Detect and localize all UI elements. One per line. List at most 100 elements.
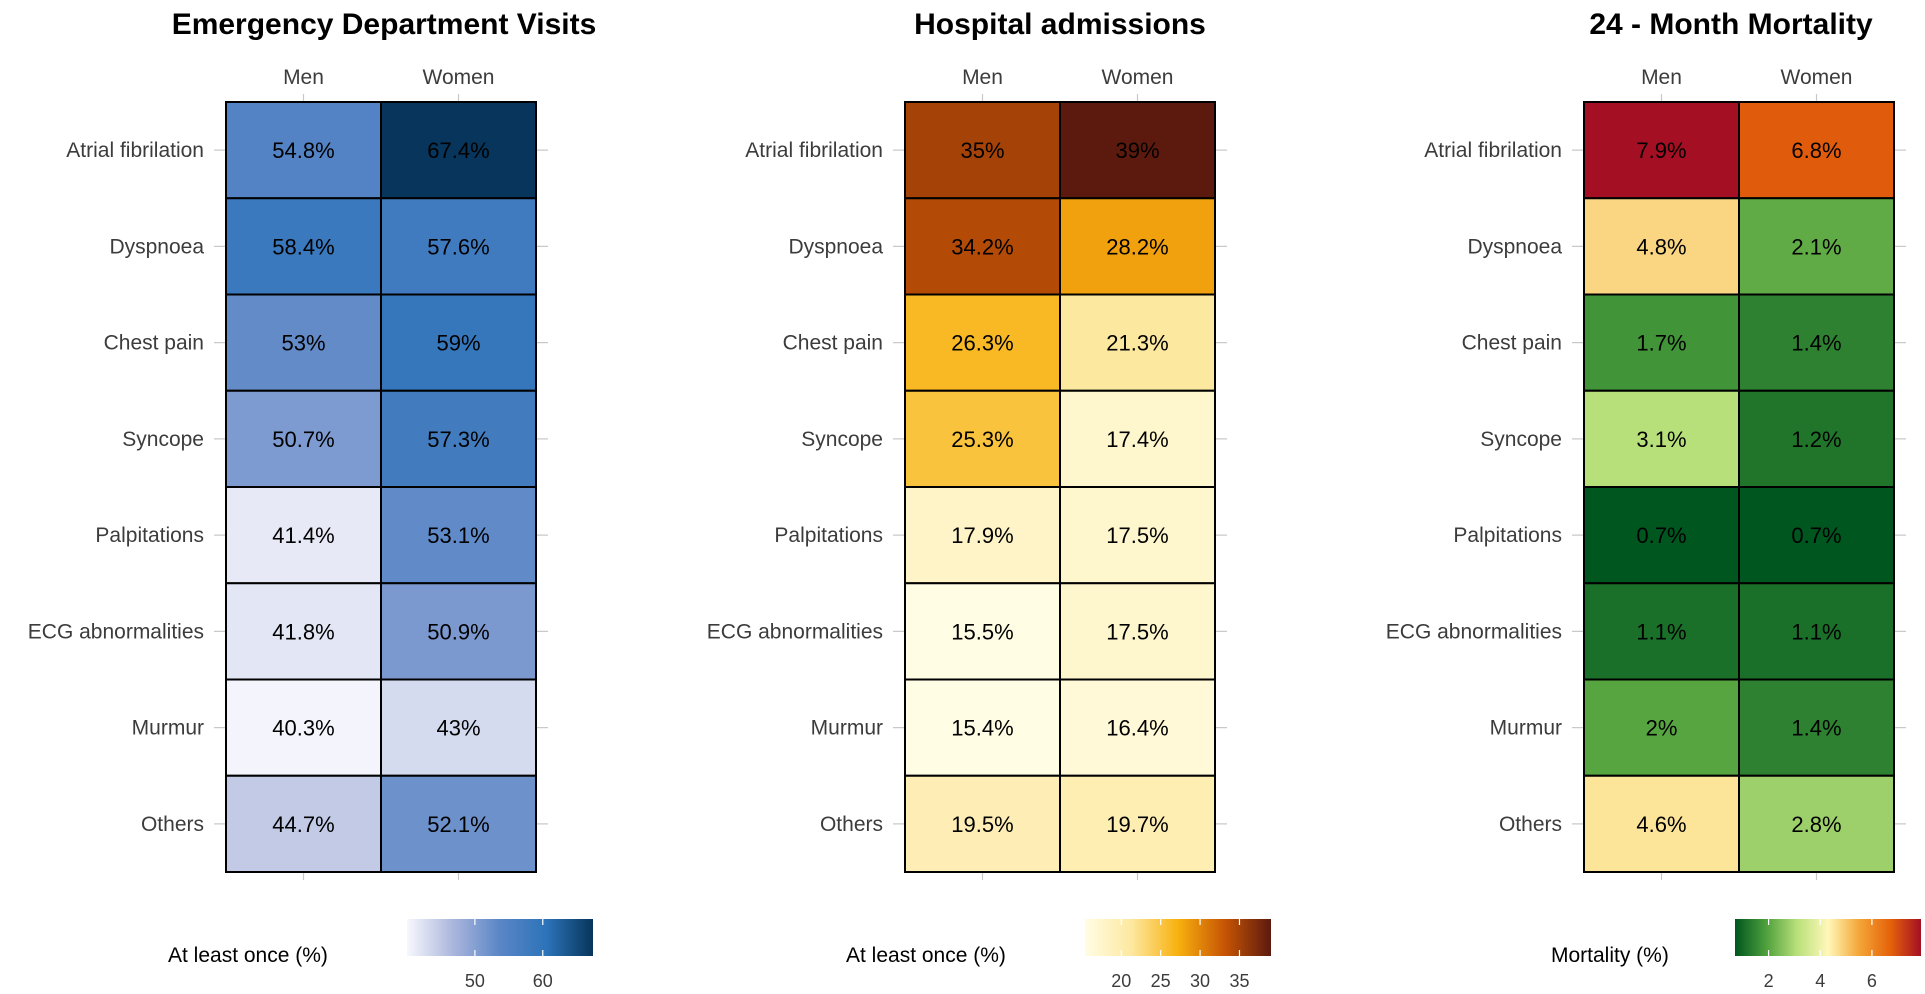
heatmap-panel-2: Hospital admissions Men Women Atrial fibril… [707, 8, 1271, 991]
cell-value-label: 41.8% [272, 619, 334, 644]
heatmap-cell [380, 101, 537, 200]
legend-colorbar [1085, 919, 1271, 956]
heatmap-cell [1059, 582, 1216, 681]
cell-value-label: 19.5% [951, 812, 1013, 837]
heatmap-cell [904, 678, 1061, 777]
cell-value-label: 1.2% [1791, 427, 1841, 452]
cell-value-label: 17.5% [1106, 523, 1168, 548]
row-label: Palpitations [1453, 524, 1562, 547]
row-label: Others [141, 813, 204, 836]
cell-value-label: 1.1% [1636, 619, 1686, 644]
cell-value-label: 2% [1646, 716, 1678, 741]
cell-value-label: 53% [281, 331, 325, 356]
cell-value-label: 50.9% [427, 619, 489, 644]
cell-value-label: 26.3% [951, 331, 1013, 356]
cell-value-label: 17.9% [951, 523, 1013, 548]
cell-value-label: 58.4% [272, 234, 334, 259]
cell-value-label: 15.5% [951, 619, 1013, 644]
row-label: Murmur [811, 717, 883, 740]
row-label: Chest pain [104, 332, 204, 355]
row-label: Others [820, 813, 883, 836]
heatmap-cell [1738, 197, 1895, 296]
heatmap-cell [904, 101, 1061, 200]
cell-value-label: 28.2% [1106, 234, 1168, 259]
row-label: Syncope [1480, 428, 1562, 451]
cell-value-label: 17.4% [1106, 427, 1168, 452]
cell-value-label: 1.4% [1791, 331, 1841, 356]
column-label: Women [1102, 66, 1174, 89]
row-label: Dyspnoea [109, 235, 204, 258]
cell-value-label: 35% [960, 138, 1004, 163]
cell-value-label: 0.7% [1636, 523, 1686, 548]
heatmap-cell [380, 678, 537, 777]
heatmap-cell [1583, 486, 1740, 585]
legend-title: Mortality (%) [1551, 944, 1669, 967]
heatmap-cell [380, 486, 537, 585]
color-legend: Mortality (%) 2 4 6 [1551, 919, 1921, 991]
panel-title: Hospital admissions [914, 8, 1206, 41]
row-label: Palpitations [774, 524, 883, 547]
legend-tick-label: 2 [1764, 971, 1774, 991]
heatmap-cell [225, 582, 382, 681]
legend-tick-label: 4 [1815, 971, 1825, 991]
heatmap-panel-1: Emergency Department Visits Men Women Atria… [28, 8, 597, 991]
heatmap-cell [380, 389, 537, 488]
cell-value-label: 17.5% [1106, 619, 1168, 644]
legend-tick-label: 50 [465, 971, 485, 991]
cell-value-label: 15.4% [951, 716, 1013, 741]
column-label: Women [423, 66, 495, 89]
row-label: Murmur [132, 717, 204, 740]
row-label: Dyspnoea [788, 235, 883, 258]
heatmap-cell [1738, 678, 1895, 777]
heatmap-cell [380, 197, 537, 296]
cell-value-label: 50.7% [272, 427, 334, 452]
legend-tick-label: 60 [533, 971, 553, 991]
row-label: Atrial fibrilation [66, 139, 204, 162]
row-label: Chest pain [1462, 332, 1562, 355]
heatmap-cell [1738, 293, 1895, 392]
heatmap-cell [1059, 197, 1216, 296]
cell-value-label: 21.3% [1106, 331, 1168, 356]
column-label: Men [283, 66, 324, 89]
color-legend: At least once (%) 50 60 [168, 919, 593, 991]
heatmap-cell [1738, 101, 1895, 200]
cell-value-label: 54.8% [272, 138, 334, 163]
cell-value-label: 59% [436, 331, 480, 356]
row-label: Atrial fibrilation [745, 139, 883, 162]
heatmap-cell [1059, 293, 1216, 392]
heatmap-panel-3: 24 - Month Mortality Men Women Atrial fibri… [1386, 8, 1921, 991]
legend-tick-label: 6 [1867, 971, 1877, 991]
heatmap-cell [1583, 774, 1740, 873]
legend-colorbar [407, 919, 593, 956]
heatmap-cell [225, 678, 382, 777]
cell-value-label: 53.1% [427, 523, 489, 548]
heatmap-cell [225, 197, 382, 296]
color-legend: At least once (%) 20 25 30 35 [846, 919, 1271, 991]
cell-value-label: 6.8% [1791, 138, 1841, 163]
cell-value-label: 57.3% [427, 427, 489, 452]
panel-title: 24 - Month Mortality [1589, 8, 1873, 41]
column-label: Men [1641, 66, 1682, 89]
cell-value-label: 0.7% [1791, 523, 1841, 548]
row-label: Atrial fibrilation [1424, 139, 1562, 162]
cell-value-label: 2.1% [1791, 234, 1841, 259]
column-label: Men [962, 66, 1003, 89]
heatmap-cell [1583, 293, 1740, 392]
heatmap-cell [380, 774, 537, 873]
panel-title: Emergency Department Visits [172, 8, 597, 41]
row-label: Syncope [122, 428, 204, 451]
heatmap-cell [1583, 678, 1740, 777]
heatmap-cell [1738, 582, 1895, 681]
row-label: Syncope [801, 428, 883, 451]
heatmap-cell [1059, 678, 1216, 777]
cell-value-label: 34.2% [951, 234, 1013, 259]
cell-value-label: 39% [1115, 138, 1159, 163]
cell-value-label: 2.8% [1791, 812, 1841, 837]
legend-title: At least once (%) [846, 944, 1006, 967]
heatmap-cell [1059, 486, 1216, 585]
heatmap-cell [1583, 389, 1740, 488]
heatmap-cell [904, 486, 1061, 585]
heatmap-cell [1583, 582, 1740, 681]
heatmap-cell [380, 582, 537, 681]
